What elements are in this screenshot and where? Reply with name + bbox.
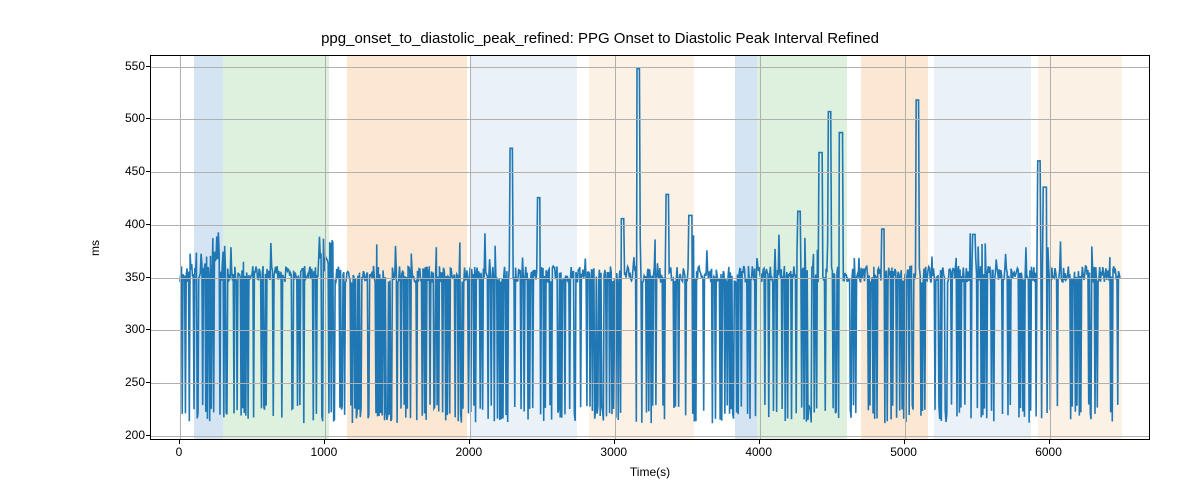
gridline-h: [151, 330, 1149, 331]
gridline-v: [470, 56, 471, 439]
x-tick-label: 5000: [890, 445, 917, 459]
x-tick-mark: [324, 440, 325, 444]
x-tick-label: 6000: [1035, 445, 1062, 459]
y-tick-mark: [146, 277, 150, 278]
y-tick-mark: [146, 171, 150, 172]
gridline-h: [151, 225, 1149, 226]
y-tick-mark: [146, 224, 150, 225]
y-tick-label: 300: [100, 322, 145, 336]
x-tick-mark: [904, 440, 905, 444]
x-tick-mark: [759, 440, 760, 444]
x-tick-mark: [614, 440, 615, 444]
gridline-v: [615, 56, 616, 439]
y-tick-label: 250: [100, 375, 145, 389]
y-tick-mark: [146, 66, 150, 67]
gridline-v: [1050, 56, 1051, 439]
figure: ppg_onset_to_diastolic_peak_refined: PPG…: [0, 0, 1200, 500]
y-tick-label: 450: [100, 164, 145, 178]
chart-title: ppg_onset_to_diastolic_peak_refined: PPG…: [0, 30, 1200, 47]
y-tick-mark: [146, 435, 150, 436]
x-tick-label: 1000: [311, 445, 338, 459]
gridline-h: [151, 278, 1149, 279]
x-tick-mark: [469, 440, 470, 444]
gridline-v: [760, 56, 761, 439]
y-tick-label: 200: [100, 428, 145, 442]
gridline-v: [905, 56, 906, 439]
x-tick-mark: [1049, 440, 1050, 444]
x-tick-label: 0: [176, 445, 183, 459]
y-tick-label: 350: [100, 270, 145, 284]
plot-area: [150, 55, 1150, 440]
gridline-h: [151, 119, 1149, 120]
y-tick-label: 550: [100, 59, 145, 73]
gridline-v: [180, 56, 181, 439]
gridline-h: [151, 172, 1149, 173]
gridline-h: [151, 67, 1149, 68]
x-tick-mark: [179, 440, 180, 444]
x-tick-label: 3000: [600, 445, 627, 459]
y-tick-label: 400: [100, 217, 145, 231]
x-tick-label: 2000: [455, 445, 482, 459]
y-tick-mark: [146, 382, 150, 383]
y-tick-mark: [146, 329, 150, 330]
signal-path: [180, 69, 1120, 424]
y-tick-mark: [146, 118, 150, 119]
gridline-h: [151, 436, 1149, 437]
y-axis-label: ms: [88, 240, 102, 256]
x-tick-label: 4000: [745, 445, 772, 459]
x-axis-label: Time(s): [630, 465, 670, 479]
gridline-h: [151, 383, 1149, 384]
gridline-v: [325, 56, 326, 439]
line-series: [151, 56, 1149, 439]
y-tick-label: 500: [100, 111, 145, 125]
